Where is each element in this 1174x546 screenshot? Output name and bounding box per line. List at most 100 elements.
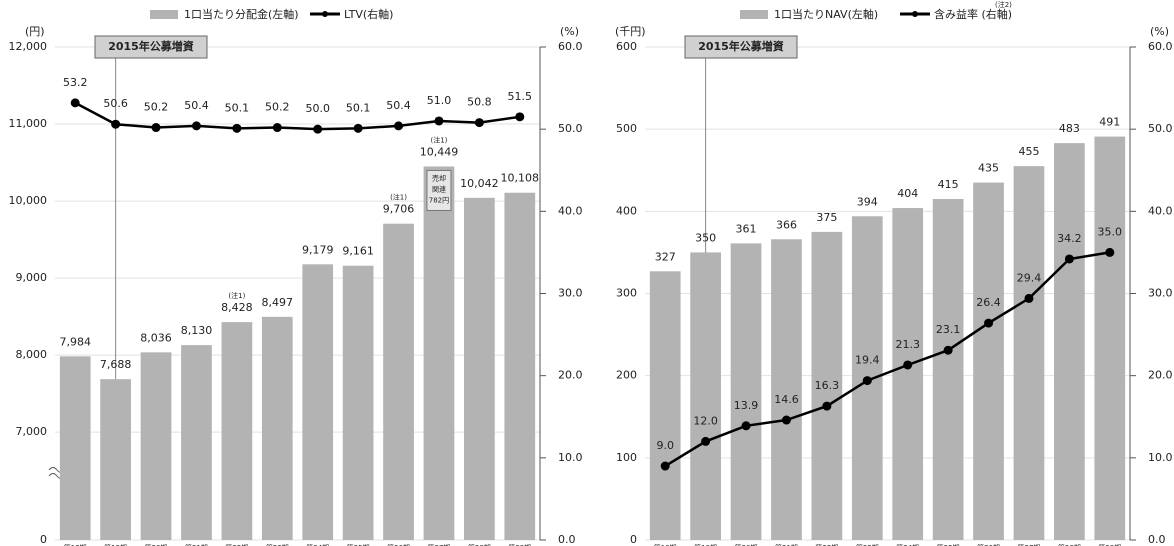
y-tick-label: 200: [616, 369, 637, 382]
x-tick-label: 第20期2016年2月期末: [733, 543, 758, 546]
x-tick-line: 第29期: [1098, 543, 1121, 546]
x-tick-line: 第19期: [104, 543, 127, 546]
x-tick-line: 第28期: [1058, 543, 1081, 546]
line-marker: [741, 421, 751, 431]
inner-label: 782円: [429, 196, 449, 204]
line-marker: [781, 415, 791, 425]
value-label: 8,036: [140, 331, 172, 344]
line-marker: [272, 123, 282, 133]
x-tick-label: 第25期2018年8月期: [346, 543, 371, 546]
value-label: 16.3: [815, 379, 840, 392]
value-label: 9,706: [383, 203, 415, 216]
value-label: 50.0: [305, 102, 330, 115]
annotation-box: [94, 35, 208, 59]
bar: [690, 252, 721, 540]
bar: [811, 231, 843, 540]
value-label: 51.5: [508, 90, 533, 103]
legend-note: (注2): [995, 0, 1012, 9]
y2-tick-label: 40.0: [1148, 204, 1173, 217]
value-label: 50.2: [144, 101, 169, 114]
value-label: 350: [695, 231, 716, 244]
legend-marker: [322, 11, 328, 17]
bar: [1013, 166, 1045, 540]
y2-tick-label: 10.0: [558, 451, 583, 464]
legend-label: 1口当たりNAV(左軸): [774, 7, 878, 21]
legend-swatch: [740, 10, 768, 19]
x-tick-label: 第21期2016年8月期末: [774, 543, 799, 546]
annotation-box: [684, 35, 798, 59]
value-label: 13.9: [734, 399, 759, 412]
y2-tick-label: 0.0: [1148, 533, 1166, 546]
x-tick-label: 第27期2019年8月期末: [1016, 543, 1041, 546]
value-label: 9.0: [656, 439, 674, 452]
value-label: 19.4: [855, 354, 880, 367]
line-marker: [862, 376, 872, 386]
x-tick-line: 第29期: [508, 543, 531, 546]
x-tick-label: 第28期2020年2月期: [467, 543, 492, 546]
y-unit: (千円): [615, 25, 646, 38]
y-tick-label: 11,000: [9, 117, 48, 130]
line-marker: [1105, 247, 1115, 257]
bar: [892, 208, 924, 540]
y-tick-label: 7,000: [16, 425, 48, 438]
x-tick-label: 第23期2017年8月期: [265, 543, 290, 546]
x-tick-label: 第21期2016年8月期: [184, 543, 209, 546]
inner-label: 関連: [432, 184, 446, 193]
x-tick-line: 第18期: [654, 543, 677, 546]
y-tick-label: 600: [616, 40, 637, 53]
value-label: 10,042: [460, 177, 499, 190]
legend-label: 含み益率 (右軸): [934, 7, 1012, 21]
bar: [140, 352, 172, 540]
bar: [100, 379, 131, 540]
bar: [504, 192, 536, 541]
y2-tick-label: 40.0: [558, 204, 583, 217]
y2-tick-label: 60.0: [1148, 40, 1173, 53]
x-tick-label: 第24期2018年2月期末: [895, 543, 920, 546]
line: [664, 251, 1110, 468]
bar: [342, 265, 374, 540]
x-tick-line: 第22期: [225, 543, 248, 546]
bar: [383, 223, 414, 540]
y-tick-label: 8,000: [16, 348, 48, 361]
legend-swatch: [150, 10, 178, 19]
y2-tick-label: 20.0: [558, 369, 583, 382]
bar: [973, 182, 1004, 540]
line-marker: [353, 123, 363, 133]
value-label: 491: [1099, 116, 1120, 129]
bar: [261, 316, 293, 540]
y2-tick-label: 60.0: [558, 40, 583, 53]
value-label: 50.1: [225, 101, 250, 114]
bar: [1094, 136, 1126, 541]
x-tick-label: 第20期2016年2月期: [144, 543, 169, 546]
x-tick-line: 第19期: [694, 543, 717, 546]
value-label: 50.4: [386, 99, 411, 112]
y-tick-label: 400: [616, 204, 637, 217]
line-marker: [822, 401, 832, 411]
value-label: 435: [978, 162, 999, 175]
x-tick-line: 第23期: [266, 543, 289, 546]
y2-tick-label: 30.0: [1148, 287, 1173, 300]
x-tick-label: 第23期2017年8月期末: [855, 543, 880, 546]
y-tick-label: 500: [616, 122, 637, 135]
value-label: 50.8: [467, 96, 492, 109]
value-note: (注1): [390, 193, 407, 202]
x-tick-label: 第29期2020年8月期末: [1097, 543, 1122, 546]
x-tick-label: 第26期2019年2月期: [386, 543, 411, 546]
bar: [302, 264, 334, 540]
x-tick-line: 第21期: [775, 543, 798, 546]
bar: [771, 239, 802, 540]
bar: [423, 166, 455, 540]
x-tick-line: 第26期: [387, 543, 410, 546]
value-label: 8,428: [221, 301, 253, 314]
x-tick-line: 第20期: [145, 543, 168, 546]
y-tick-label: 100: [616, 451, 637, 464]
x-tick-line: 第27期: [427, 543, 450, 546]
line-marker: [394, 121, 404, 131]
y2-tick-label: 50.0: [558, 122, 583, 135]
line-marker: [1024, 293, 1034, 303]
value-label: 7,688: [100, 358, 132, 371]
value-label: 23.1: [936, 323, 961, 336]
value-label: 10,108: [501, 172, 540, 185]
value-label: 10,449: [420, 145, 459, 158]
x-tick-label: 第18期2015年2月期: [63, 543, 88, 546]
